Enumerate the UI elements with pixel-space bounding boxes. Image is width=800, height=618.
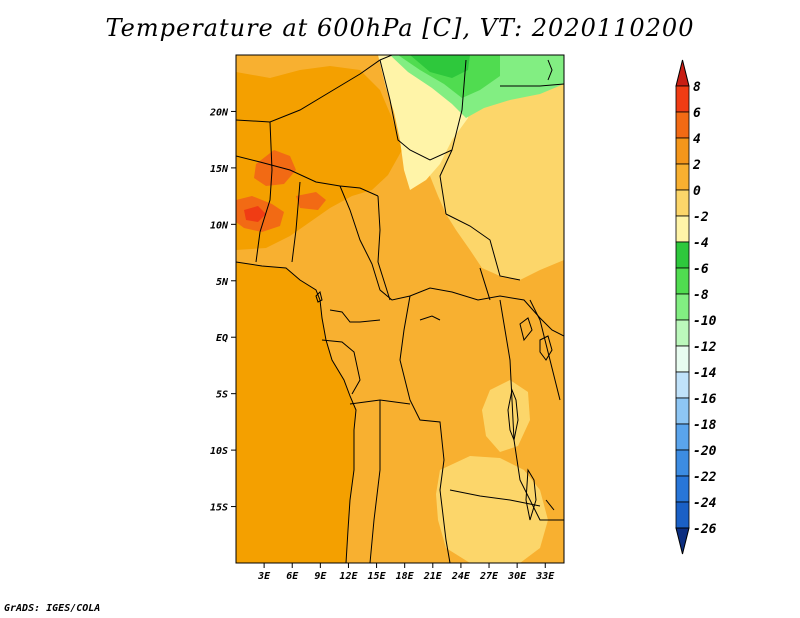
hot-patch-mid: [296, 192, 326, 210]
lat-tick-label: 15S: [210, 503, 228, 514]
colorbar-swatch: [675, 423, 690, 451]
colorbar-label: -20: [693, 444, 717, 459]
colorbar-swatch: [675, 215, 690, 243]
colorbar-top-arrow: [675, 59, 690, 87]
atlantic-ocean-area: [236, 262, 356, 563]
latitude-axis: 20N 15N 10N 5N EQ 5S 10S 15S: [209, 107, 236, 514]
lat-tick-label: 5S: [216, 390, 228, 401]
lon-tick-label: 12E: [339, 571, 358, 582]
lat-tick-label: 15N: [210, 164, 229, 175]
colorbar-swatch: [675, 189, 690, 217]
very-hot-patch: [244, 206, 266, 222]
lon-tick-label: 3E: [257, 571, 271, 582]
colorbar-label: -22: [693, 470, 717, 485]
colorbar-swatch: [675, 85, 690, 113]
colorbar-swatch: [675, 241, 690, 269]
colorbar-label: -2: [693, 210, 709, 225]
lon-tick-label: 15E: [368, 571, 387, 582]
colorbar-label: -18: [693, 418, 717, 433]
lat-tick-label: 20N: [209, 107, 229, 118]
colorbar-label: -6: [693, 262, 709, 277]
colorbar-label: 8: [693, 80, 701, 95]
colorbar-label: 2: [692, 158, 701, 173]
lon-tick-label: 33E: [535, 571, 555, 582]
lat-tick-label: 10S: [210, 446, 228, 457]
colorbar-swatch: [675, 475, 690, 503]
temperature-field: [236, 55, 564, 563]
colorbar-label: -8: [693, 288, 709, 303]
plot-frame: [235, 54, 565, 564]
colorbar-swatch: [675, 501, 690, 529]
colorbar-swatch: [675, 319, 690, 347]
colorbar-label: -10: [693, 314, 717, 329]
colorbar-swatch: [675, 371, 690, 399]
colorbar-label: -12: [693, 340, 717, 355]
lon-tick-label: 9E: [314, 571, 327, 582]
cool-zone-lakes: [482, 380, 530, 452]
cold-zone-green-3: [410, 55, 470, 78]
colorbar-swatch: [675, 267, 690, 295]
lon-tick-label: 18E: [396, 571, 415, 582]
lakes: [315, 291, 555, 521]
colorbar-swatch: [675, 163, 690, 191]
colorbar-label: 6: [693, 106, 701, 121]
map-title: Temperature at 600hPa [C], VT: 202011020…: [105, 14, 695, 42]
longitude-axis: 3E 6E 9E 12E 15E 18E 21E 24E 27E 30E 33E: [257, 563, 555, 582]
lat-tick-label: EQ: [216, 333, 228, 344]
lon-tick-label: 27E: [479, 571, 499, 582]
sahel-warm-band: [236, 66, 402, 250]
lat-tick-label: 5N: [216, 277, 229, 288]
colorbar-swatch: [675, 137, 690, 165]
colorbar-bottom-arrow: [675, 527, 690, 555]
grads-credit: GrADS: IGES/COLA: [4, 603, 101, 614]
lon-tick-label: 24E: [451, 571, 471, 582]
colorbar-swatch: [675, 293, 690, 321]
lon-tick-label: 6E: [286, 571, 299, 582]
colorbar-label: -26: [693, 522, 717, 537]
country-borders: [236, 55, 564, 563]
colorbar-swatch: [675, 111, 690, 139]
colorbar-label: -24: [693, 496, 717, 511]
colorbar-label: -14: [693, 366, 717, 381]
colorbar-label: -4: [693, 236, 709, 251]
colorbar-swatch: [675, 397, 690, 425]
colorbar-swatch: [675, 345, 690, 373]
colorbar-label: 0: [693, 184, 701, 199]
colorbar-swatch: [675, 449, 690, 477]
lon-tick-label: 21E: [423, 571, 443, 582]
hot-patch-north: [254, 150, 296, 186]
colorbar-label: -16: [693, 392, 717, 407]
colorbar-label: 4: [693, 132, 701, 147]
lat-tick-label: 10N: [210, 220, 229, 231]
cool-zone-south: [436, 456, 548, 563]
lon-tick-label: 30E: [507, 571, 527, 582]
